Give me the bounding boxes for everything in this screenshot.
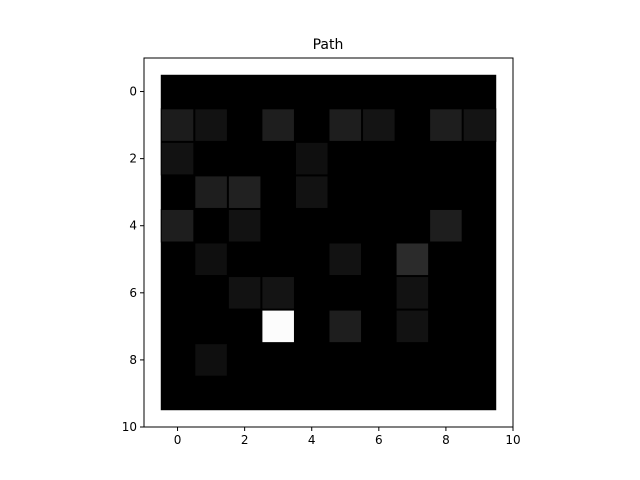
x-tick-label: 10 — [505, 433, 520, 447]
x-tick-label: 0 — [174, 433, 182, 447]
heatmap-cell — [328, 108, 363, 142]
heatmap-cell — [328, 309, 363, 344]
heatmap-cell — [429, 208, 463, 243]
y-tick-label: 2 — [129, 152, 137, 166]
heatmap-cell — [261, 276, 295, 310]
heatmap-cell — [227, 175, 262, 209]
heatmap-cell — [160, 208, 195, 243]
chart-title: Path — [313, 37, 344, 53]
y-tick-label: 6 — [129, 286, 137, 300]
heatmap-cell — [328, 242, 363, 277]
axes-border — [143, 57, 514, 428]
heatmap-cell — [261, 108, 295, 142]
heatmap-cell — [294, 141, 329, 176]
heatmap-cell — [395, 309, 430, 344]
heatmap-cell — [194, 175, 228, 209]
y-tick-label: 10 — [122, 420, 137, 434]
y-tick-label: 4 — [129, 219, 137, 233]
heatmap-cell — [362, 108, 396, 142]
heatmap-cell — [261, 309, 295, 344]
x-tick-label: 4 — [308, 433, 316, 447]
heatmap-cells — [160, 74, 497, 411]
heatmap-cell — [194, 343, 228, 377]
heatmap-cell — [395, 276, 430, 310]
heatmap-cell — [294, 175, 329, 209]
heatmap-cell — [227, 276, 262, 310]
heatmap-cell — [194, 108, 228, 142]
y-axis: 0 2 4 6 8 10 — [122, 85, 144, 434]
heatmap-cell — [429, 108, 463, 142]
heatmap-cell — [462, 108, 497, 142]
x-tick-label: 2 — [241, 433, 249, 447]
heatmap-cell — [395, 242, 430, 277]
heatmap-cell — [194, 242, 228, 277]
y-tick-label: 0 — [129, 85, 137, 99]
heatmap-cell — [160, 141, 195, 176]
x-axis: 0 2 4 6 8 10 — [174, 427, 521, 447]
heatmap-cell — [160, 108, 195, 142]
heatmap-cell — [227, 208, 262, 243]
x-tick-label: 6 — [375, 433, 383, 447]
x-tick-label: 8 — [442, 433, 450, 447]
y-tick-label: 8 — [129, 353, 137, 367]
